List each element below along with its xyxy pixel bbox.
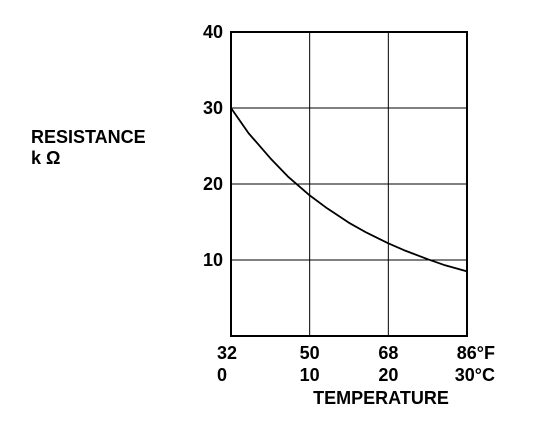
x-tick-label-f-2: 68: [378, 343, 398, 363]
x-tick-label-c-1: 10: [300, 365, 320, 385]
y-axis-unit: k Ω: [31, 148, 60, 168]
x-tick-label-c-2: 20: [378, 365, 398, 385]
y-axis-label: RESISTANCE: [31, 127, 146, 147]
curve-layer: [230, 107, 468, 273]
y-tick-label-0: 10: [203, 250, 223, 270]
y-tick-label-3: 40: [203, 22, 223, 42]
x-tick-label-f-1: 50: [300, 343, 320, 363]
resistance-curve: [230, 107, 468, 273]
x-tick-label-f-0: 32: [217, 343, 237, 363]
x-tick-labels: 32 50 68 86°F 0 10 20 30°C: [217, 343, 495, 385]
x-tick-label-c-3: 30°C: [455, 365, 495, 385]
y-tick-label-1: 20: [203, 174, 223, 194]
plot-frame: [230, 31, 468, 337]
grid-lines: [231, 32, 467, 336]
x-axis-label: TEMPERATURE: [313, 388, 449, 408]
y-tick-label-2: 30: [203, 98, 223, 118]
x-tick-label-f-3: 86°F: [457, 343, 495, 363]
y-tick-labels: 10 20 30 40: [203, 22, 223, 270]
x-tick-label-c-0: 0: [217, 365, 227, 385]
